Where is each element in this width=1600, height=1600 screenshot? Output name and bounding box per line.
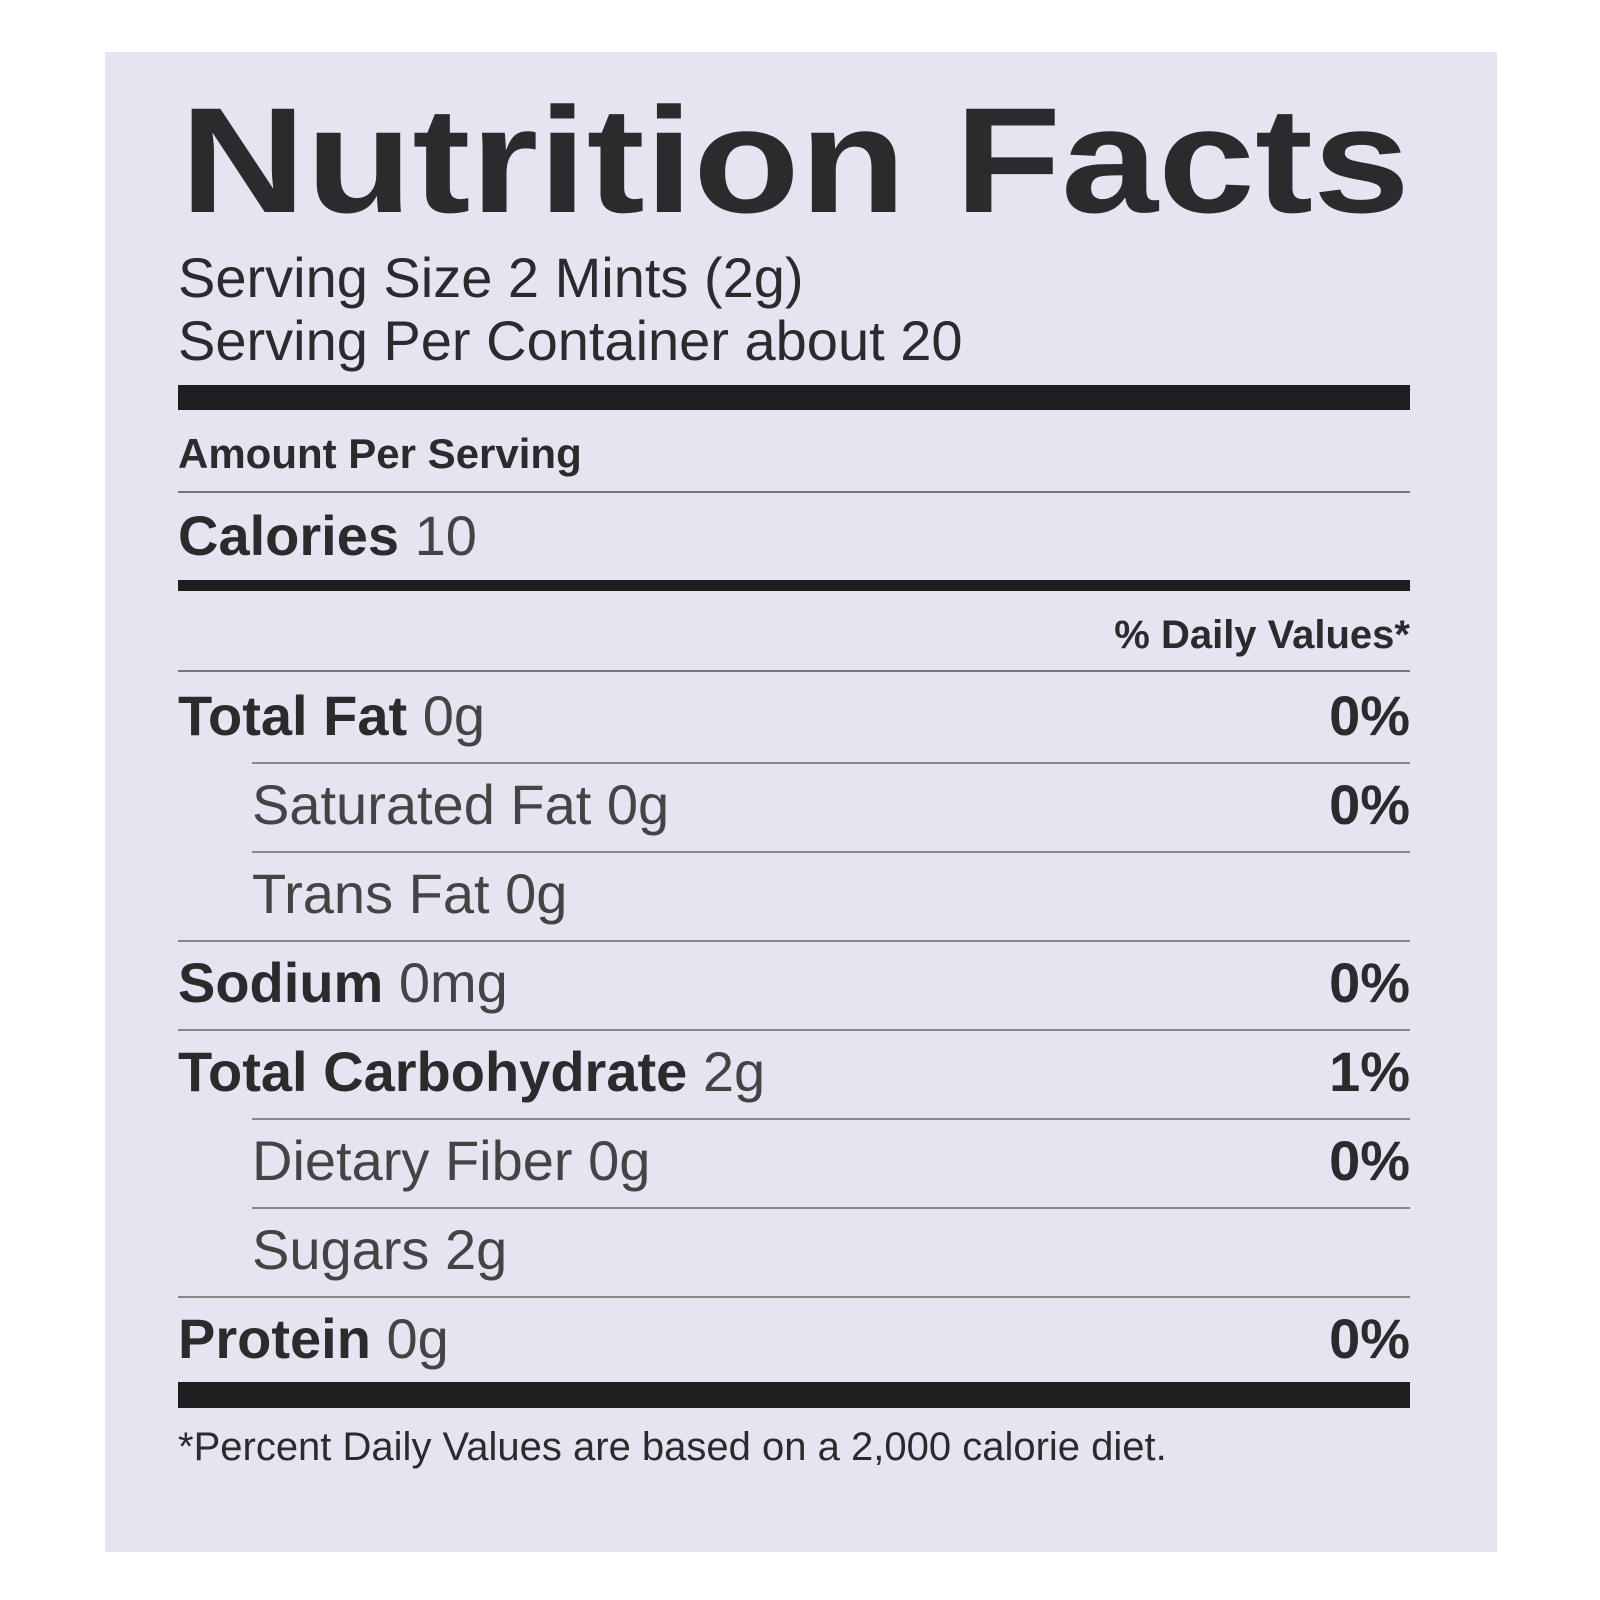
thin-rule: [252, 851, 1410, 853]
daily-value: 0%: [1329, 1307, 1410, 1370]
daily-value: 0%: [1329, 1129, 1410, 1192]
thin-rule: [178, 670, 1410, 672]
nutrient-name: Sugars: [252, 1218, 429, 1281]
thin-rule: [252, 762, 1410, 764]
nutrient-amount: 0g: [386, 1307, 448, 1370]
daily-value: 0%: [1329, 773, 1410, 836]
title: Nutrition Facts: [180, 76, 1410, 244]
medium-rule: [178, 580, 1410, 591]
nutrient-amount: 0g: [588, 1129, 650, 1192]
daily-value: 0%: [1329, 951, 1410, 1014]
thick-rule: [178, 1382, 1410, 1408]
nutrient-name: Trans Fat: [252, 862, 490, 925]
daily-values-header: % Daily Values*: [1114, 613, 1410, 657]
nutrient-amount: 2g: [703, 1040, 765, 1103]
nutrient-line: Sodium 0mg: [178, 951, 508, 1014]
serving-size: Serving Size 2 Mints (2g): [178, 246, 804, 309]
nutrient-line: Dietary Fiber 0g: [252, 1129, 650, 1192]
thin-rule: [178, 1296, 1410, 1298]
nutrient-rows: Total Fat 0g 0% Saturated Fat 0g 0% Trans Fa…: [178, 684, 1410, 1370]
thick-rule: [178, 385, 1410, 410]
nutrient-amount: 0g: [607, 773, 669, 836]
nutrient-name: Dietary Fiber: [252, 1129, 573, 1192]
calories-value: 10: [415, 504, 477, 567]
nutrient-amount: 0g: [423, 684, 485, 747]
nutrient-line: Total Carbohydrate 2g: [178, 1040, 765, 1103]
nutrient-name: Total Fat: [178, 684, 407, 747]
daily-value: 1%: [1329, 1040, 1410, 1103]
footnote: *Percent Daily Values are based on a 2,0…: [178, 1425, 1167, 1469]
thin-rule: [178, 940, 1410, 942]
daily-value: 0%: [1329, 684, 1410, 747]
thin-rule: [252, 1207, 1410, 1209]
nutrient-line: Total Fat 0g: [178, 684, 485, 747]
nutrient-name: Protein: [178, 1307, 371, 1370]
amount-per-serving: Amount Per Serving: [178, 430, 582, 477]
nutrient-amount: 2g: [445, 1218, 507, 1281]
nutrient-name: Saturated Fat: [252, 773, 592, 836]
nutrient-line: Sugars 2g: [252, 1218, 507, 1281]
calories-line: Calories 10: [178, 504, 477, 567]
nutrient-name: Sodium: [178, 951, 383, 1014]
nutrient-line: Saturated Fat 0g: [252, 773, 669, 836]
nutrient-line: Trans Fat 0g: [252, 862, 567, 925]
nutrient-name: Total Carbohydrate: [178, 1040, 687, 1103]
thin-rule: [252, 1118, 1410, 1120]
thin-rule: [178, 491, 1410, 493]
label-panel: [105, 52, 1497, 1552]
servings-per-container: Serving Per Container about 20: [178, 309, 963, 372]
nutrient-line: Protein 0g: [178, 1307, 449, 1370]
thin-rule: [178, 1029, 1410, 1031]
calories-label: Calories: [178, 504, 399, 567]
nutrient-amount: 0mg: [399, 951, 508, 1014]
nutrient-amount: 0g: [505, 862, 567, 925]
